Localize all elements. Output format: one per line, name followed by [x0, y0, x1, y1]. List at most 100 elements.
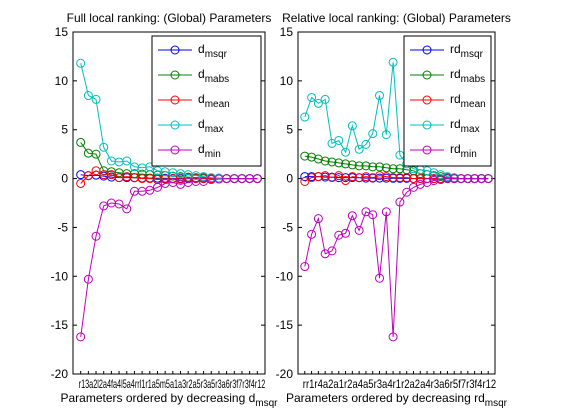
data-point-rd-mean [402, 173, 412, 183]
data-point-rd-max [334, 135, 344, 145]
y-tick-label: 15 [280, 25, 294, 39]
axes-box [72, 31, 266, 375]
data-point-d-min [145, 185, 155, 195]
data-point-rd-mabs [368, 162, 378, 172]
legend-marker [422, 120, 432, 130]
legend-label: rdmean [450, 92, 486, 110]
data-point-rd-mean [361, 172, 371, 182]
legend-marker [170, 120, 180, 130]
data-point-d-mabs [91, 149, 101, 159]
data-point-d-max [91, 94, 101, 104]
data-point-rd-mabs [300, 151, 310, 161]
y-tick-label: 0 [286, 172, 293, 186]
chart-title: Relative local ranking: (Global) Paramet… [282, 11, 511, 25]
legend-marker [422, 95, 432, 105]
data-point-d-max [99, 142, 109, 152]
data-point-rd-mabs [347, 160, 357, 170]
data-point-rd-mabs [361, 161, 371, 171]
data-point-rd-min [476, 174, 486, 184]
series-line-rd-min [304, 178, 489, 337]
axes-box [297, 31, 496, 375]
y-tick-label: -5 [57, 220, 68, 234]
data-point-rd-min [347, 211, 357, 221]
data-point-rd-mean [300, 177, 310, 187]
x-axis-label: Parameters ordered by decreasing dmsqr [60, 391, 278, 409]
data-point-rd-mean [341, 176, 351, 186]
data-point-rd-min [334, 230, 344, 240]
data-point-rd-min [429, 176, 439, 186]
data-point-d-min [91, 231, 101, 241]
data-point-rd-max [354, 144, 364, 154]
chart-panel-2: Relative local ranking: (Global) Paramet… [276, 11, 511, 409]
legend-label: rdmabs [450, 67, 485, 85]
data-point-rd-max [313, 98, 323, 108]
legend: dmsqr dmabs dmean dmax dmin [151, 35, 262, 167]
data-point-rd-mabs [320, 156, 330, 166]
data-point-rd-max [436, 170, 446, 180]
data-point-rd-mean [320, 171, 330, 181]
legend-label: dmsqr [198, 42, 228, 60]
y-tick-label: -10 [276, 269, 294, 283]
data-point-rd-min [300, 262, 310, 272]
y-tick-label: 15 [55, 25, 69, 39]
data-point-rd-min [483, 174, 493, 184]
data-point-d-mean [91, 166, 101, 176]
data-point-rd-max [341, 147, 351, 157]
y-tick-label: 0 [61, 172, 68, 186]
data-point-rd-mean [375, 171, 385, 181]
legend-marker [422, 145, 432, 155]
data-point-rd-mabs [341, 159, 351, 169]
data-point-rd-max [347, 121, 357, 131]
data-point-rd-max [381, 130, 391, 140]
legend-label: rdmin [450, 142, 477, 160]
y-tick-label: -15 [276, 318, 294, 332]
data-point-rd-mean [415, 174, 425, 184]
data-point-rd-mabs [313, 154, 323, 164]
data-point-d-min [83, 274, 93, 284]
data-point-d-mean [106, 170, 116, 180]
data-point-d-min [99, 201, 109, 211]
data-point-rd-min [442, 174, 452, 184]
legend-marker [170, 95, 180, 105]
y-tick-label: -20 [276, 367, 294, 381]
data-point-rd-mean [347, 172, 357, 182]
y-tick-label: -20 [51, 367, 69, 381]
x-axis-label: Parameters ordered by decreasing rdmsqr [286, 391, 508, 409]
legend-box [151, 35, 262, 167]
data-point-d-max [76, 58, 86, 68]
data-point-rd-max [307, 92, 317, 102]
data-point-rd-min [354, 225, 364, 235]
data-point-d-max [145, 162, 155, 172]
data-point-rd-max [361, 139, 371, 149]
data-point-d-mean [76, 178, 86, 188]
data-point-d-min [76, 332, 86, 342]
data-point-d-min [114, 199, 124, 209]
legend-label: rdmax [450, 117, 480, 135]
data-point-rd-mean [368, 173, 378, 183]
legend-marker [422, 45, 432, 55]
legend-marker [170, 70, 180, 80]
data-point-rd-mabs [395, 164, 405, 174]
y-tick-label: -10 [51, 269, 69, 283]
legend: rdmsqr rdmabs rdmean rdmax rdmin [403, 35, 492, 167]
data-point-rd-mean [381, 172, 391, 182]
data-point-d-min [252, 174, 262, 184]
data-point-rd-min [381, 207, 391, 217]
data-point-rd-mean [395, 173, 405, 183]
y-tick-label: 5 [286, 123, 293, 137]
data-point-rd-min [449, 174, 459, 184]
x-tick-labels: rr1r4a2a1r2a4a5r3a4r1r2a2a4r3a6r5f7r3f4r… [303, 377, 497, 391]
data-point-rd-mean [354, 173, 364, 183]
x-tick-labels: r13a2l2a4fa4l5a4rrl1r1a5m5a1a3r2a5r3a5r3… [79, 377, 266, 391]
y-tick-label: -15 [51, 318, 69, 332]
legend-marker [422, 70, 432, 80]
legend-marker [170, 45, 180, 55]
data-point-rd-mabs [354, 161, 364, 171]
data-point-rd-min [470, 174, 480, 184]
data-point-rd-max [388, 57, 398, 67]
y-tick-label: -5 [282, 220, 293, 234]
data-point-rd-min [456, 174, 466, 184]
data-point-rd-msqr [300, 172, 310, 182]
data-point-d-max [122, 156, 132, 166]
